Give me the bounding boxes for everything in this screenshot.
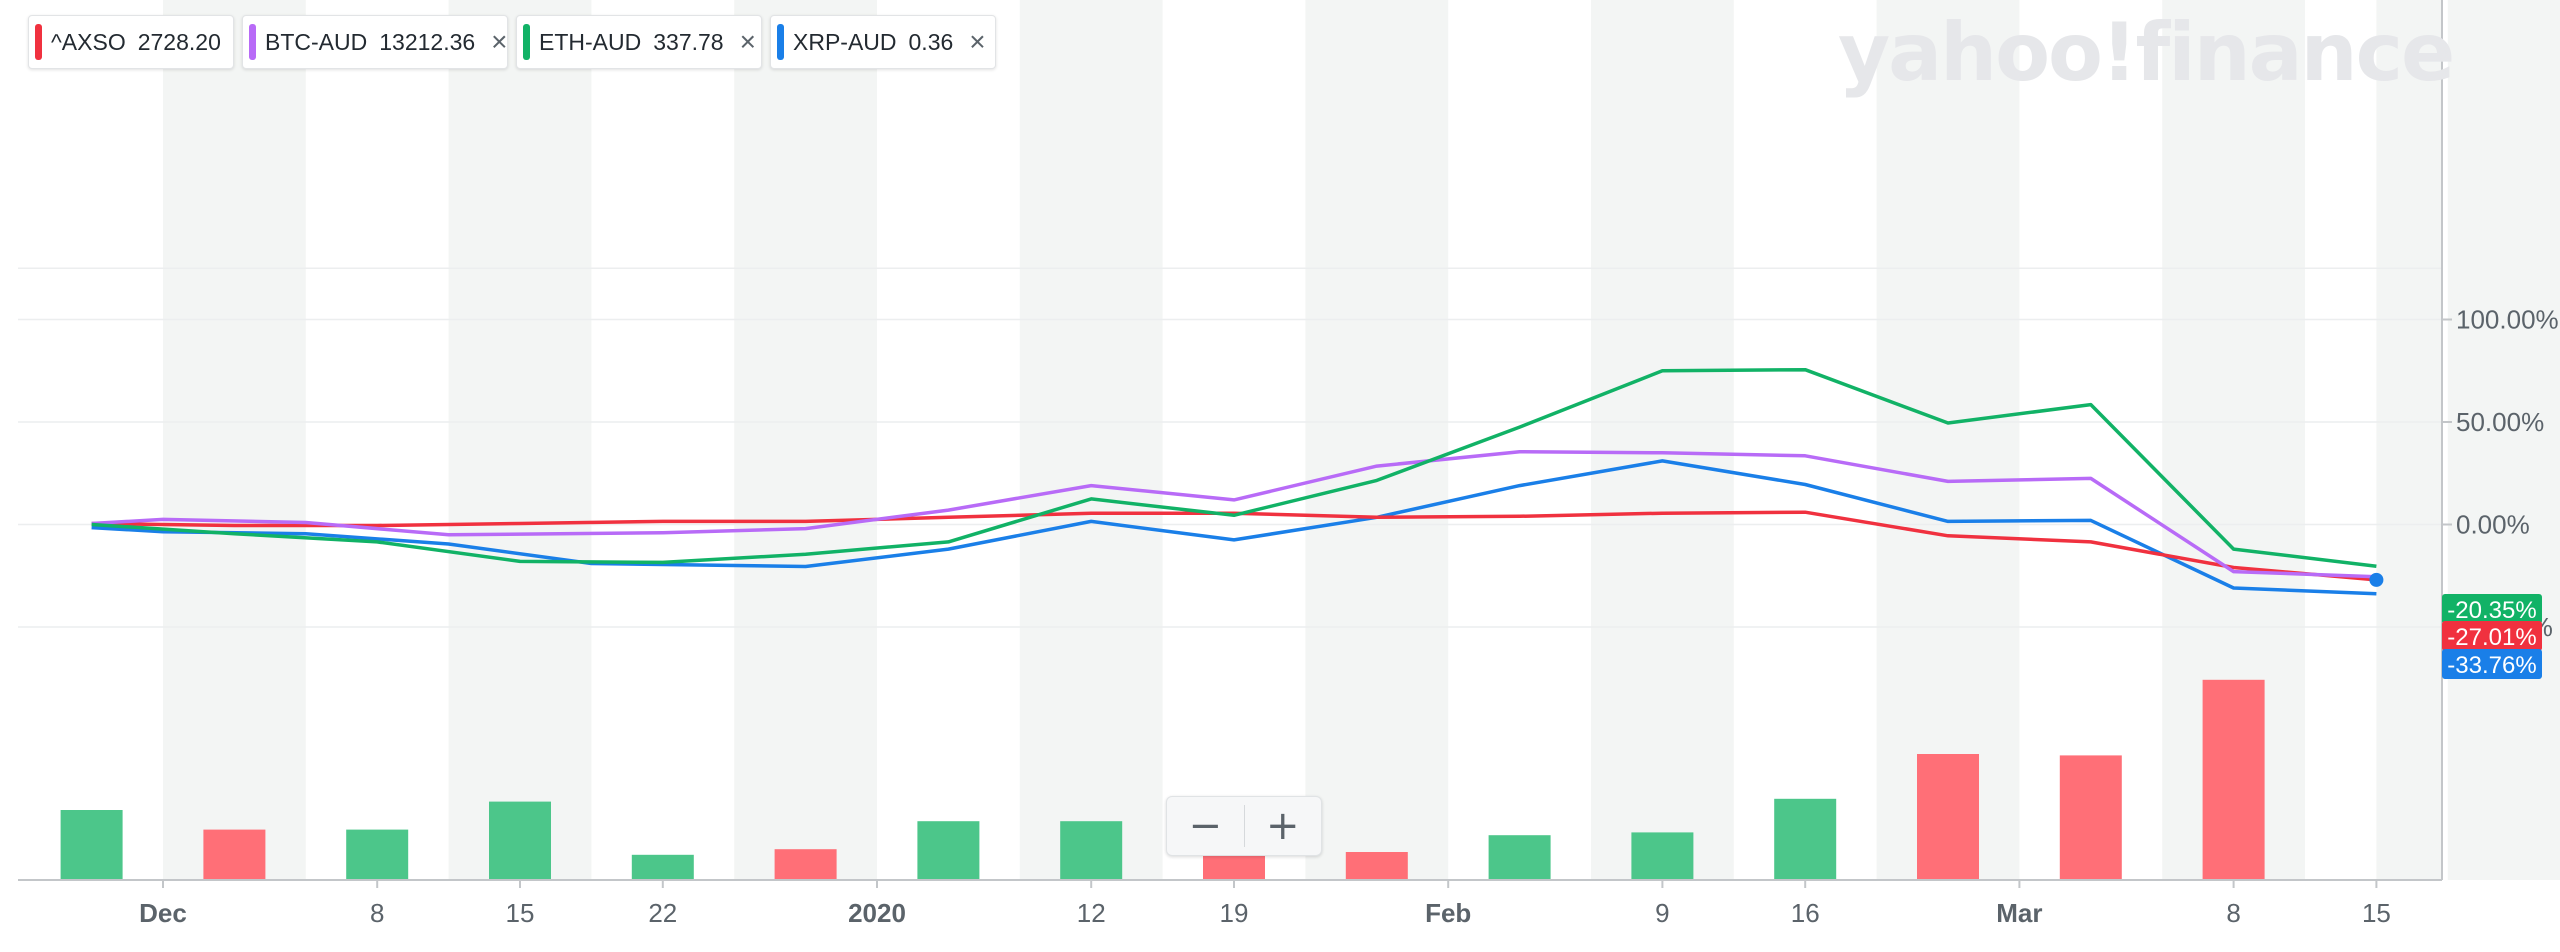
x-tick-label: 15 bbox=[2362, 898, 2391, 928]
x-tick-label: 15 bbox=[506, 898, 535, 928]
volume-bar bbox=[346, 829, 409, 880]
legend-symbol: BTC-AUD bbox=[265, 28, 368, 55]
y-tick-label: 100.00% bbox=[2456, 305, 2559, 335]
end-label-box bbox=[2442, 621, 2542, 651]
week-band bbox=[448, 0, 592, 880]
x-axis-labels: Dec 8 15 22 2020 12 19 Feb 9 16 Mar 8 15 bbox=[139, 880, 2391, 928]
volume-bar bbox=[1488, 835, 1551, 880]
series-color-swatch bbox=[777, 24, 784, 60]
x-tick-label: Mar bbox=[1996, 898, 2042, 928]
volume-bar bbox=[917, 821, 980, 880]
legend-value: 0.36 bbox=[908, 28, 954, 55]
zoom-out-button[interactable]: − bbox=[1167, 797, 1244, 855]
close-icon[interactable]: × bbox=[739, 26, 756, 57]
legend-pill-eth-aud[interactable]: ETH-AUD 337.78 × bbox=[516, 15, 762, 69]
x-tick-label: Dec bbox=[139, 898, 187, 928]
y-tick-label: 0.00% bbox=[2456, 510, 2530, 540]
close-icon[interactable]: × bbox=[969, 26, 986, 57]
legend-pill-xrp-aud[interactable]: XRP-AUD 0.36 × bbox=[770, 15, 996, 69]
volume-bar bbox=[1060, 821, 1123, 880]
week-band bbox=[1591, 0, 1734, 880]
series-end-dot bbox=[2369, 572, 2384, 587]
week-band bbox=[734, 0, 877, 880]
x-tick-label: 8 bbox=[2226, 898, 2240, 928]
end-label-text: -33.76% bbox=[2447, 652, 2536, 679]
end-value-labels: -20.35%-27.01%-33.76% bbox=[2442, 594, 2542, 679]
series-color-swatch bbox=[249, 24, 256, 60]
x-tick-label: 12 bbox=[1077, 898, 1106, 928]
series-line-eth-aud bbox=[91, 367, 2377, 568]
volume-bar bbox=[1917, 754, 1979, 880]
week-band bbox=[2376, 0, 2442, 880]
series-line-axso bbox=[91, 510, 2377, 582]
end-label-box bbox=[2442, 649, 2542, 679]
background-bands bbox=[163, 0, 2560, 880]
legend-symbol: XRP-AUD bbox=[793, 28, 897, 55]
end-label-box bbox=[2442, 594, 2542, 624]
y-tick-label: 50.00% bbox=[2456, 407, 2544, 437]
x-tick-label: 9 bbox=[1655, 898, 1669, 928]
week-band bbox=[1305, 0, 1449, 880]
x-tick-label: Feb bbox=[1425, 898, 1471, 928]
legend-value: 2728.20 bbox=[137, 28, 221, 55]
series-color-swatch bbox=[35, 24, 42, 60]
volume-bar bbox=[1774, 798, 1837, 880]
close-icon[interactable]: × bbox=[491, 26, 508, 57]
x-tick-label: 19 bbox=[1220, 898, 1249, 928]
legend-pill-btc-aud[interactable]: BTC-AUD 13212.36 × bbox=[242, 15, 508, 69]
volume-bar bbox=[203, 829, 266, 880]
zoom-control: − + bbox=[1166, 796, 1322, 856]
legend-symbol: ^AXSO bbox=[51, 28, 126, 55]
volume-bar bbox=[1631, 832, 1694, 880]
end-label-text: -27.01% bbox=[2447, 624, 2536, 651]
x-tick-label: 22 bbox=[648, 898, 677, 928]
x-tick-label: 16 bbox=[1791, 898, 1820, 928]
week-band bbox=[1019, 0, 1163, 880]
volume-bar bbox=[1345, 852, 1408, 880]
week-band bbox=[1876, 0, 2020, 880]
legend-value: 13212.36 bbox=[379, 28, 476, 55]
legend-pill-axso[interactable]: ^AXSO 2728.20 bbox=[28, 15, 234, 69]
legend-symbol: ETH-AUD bbox=[539, 28, 642, 55]
zoom-in-button[interactable]: + bbox=[1245, 797, 1322, 855]
volume-bar bbox=[489, 801, 551, 880]
series-lines bbox=[91, 367, 2384, 596]
series-color-swatch bbox=[523, 24, 530, 60]
yahoo-finance-logo: yahoo!finance bbox=[1838, 6, 2455, 99]
gridlines bbox=[18, 267, 2442, 628]
volume-bar bbox=[60, 810, 123, 880]
volume-bar bbox=[631, 854, 694, 880]
end-label-text: -20.35% bbox=[2447, 597, 2536, 624]
week-band bbox=[163, 0, 306, 880]
week-band bbox=[2447, 0, 2560, 880]
legend-value: 337.78 bbox=[653, 28, 724, 55]
volume-bar bbox=[2059, 755, 2122, 880]
axes bbox=[18, 0, 2443, 881]
x-tick-label: 8 bbox=[370, 898, 384, 928]
volume-bar bbox=[2202, 679, 2265, 880]
x-tick-label: 2020 bbox=[848, 898, 906, 928]
zoom-divider bbox=[1243, 805, 1245, 847]
series-line-btc-aud bbox=[91, 449, 2377, 579]
series-line-xrp-aud bbox=[91, 459, 2377, 596]
volume-bar bbox=[774, 849, 837, 880]
